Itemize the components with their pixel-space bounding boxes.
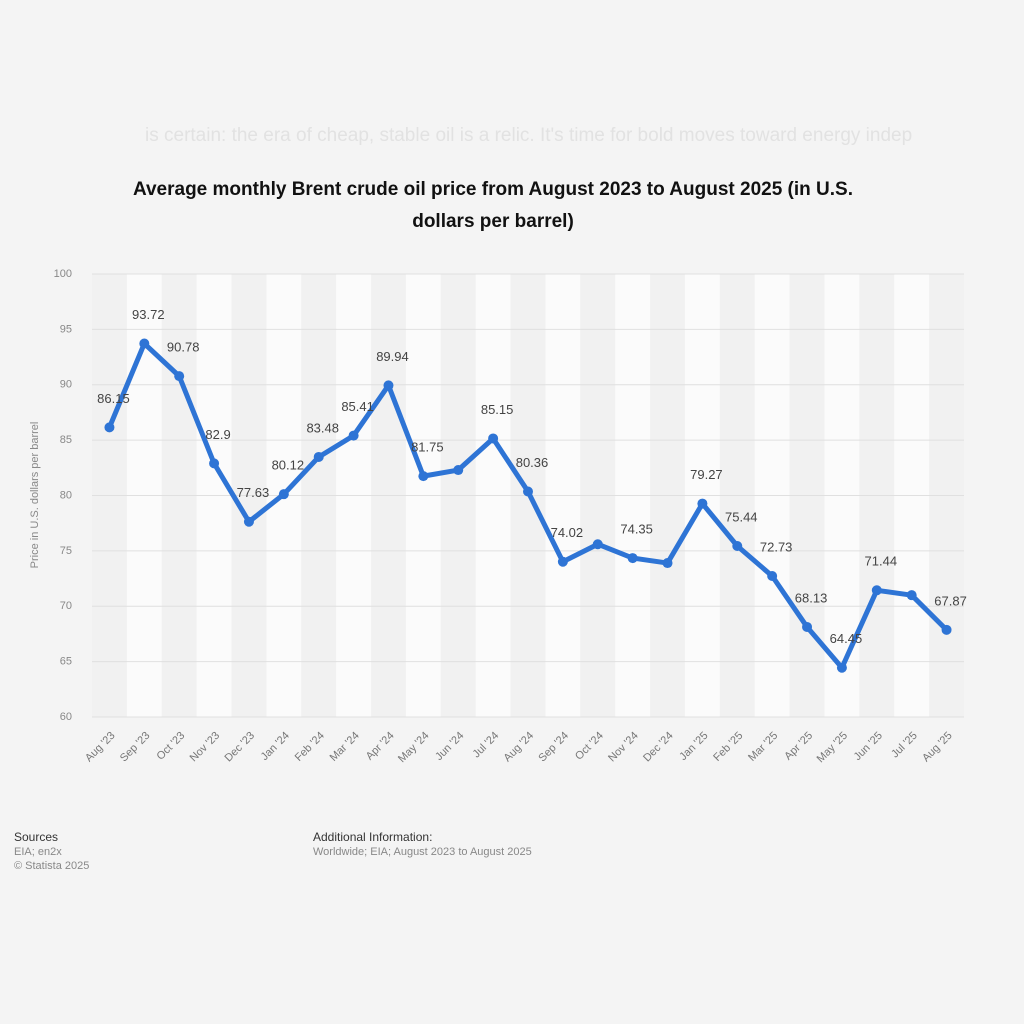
- x-tick-label: Sep '24: [536, 730, 571, 765]
- point: [209, 458, 220, 469]
- x-tick-label: Aug '24: [502, 730, 537, 765]
- data-label: 74.02: [551, 525, 584, 540]
- x-tick-label: May '25: [815, 730, 850, 765]
- copyright: © Statista 2025: [14, 860, 90, 872]
- y-tick-label: 75: [60, 545, 72, 557]
- point: [383, 380, 394, 391]
- x-tick-label: Nov '24: [606, 730, 641, 765]
- point: [313, 451, 324, 462]
- point: [697, 498, 708, 509]
- data-label: 71.44: [865, 554, 898, 569]
- x-tick-label: Apr '24: [364, 730, 397, 763]
- data-label: 85.15: [481, 402, 514, 417]
- info-text: Worldwide; EIA; August 2023 to August 20…: [313, 846, 532, 858]
- x-tick-label: Sep '23: [118, 730, 153, 765]
- x-tick-label: Oct '24: [573, 730, 606, 763]
- x-tick-label: Aug '25: [920, 730, 955, 765]
- data-label: 83.48: [306, 420, 339, 435]
- data-label: 80.36: [516, 455, 549, 470]
- point: [767, 571, 778, 582]
- data-label: 85.41: [341, 399, 374, 414]
- point: [488, 433, 499, 444]
- sources: Sources EIA; en2x © Statista 2025: [14, 830, 89, 873]
- point: [627, 553, 638, 564]
- x-tick-label: Jun '24: [433, 730, 466, 763]
- data-label: 89.94: [376, 349, 409, 364]
- data-label: 77.63: [237, 485, 270, 500]
- data-label: 64.45: [830, 631, 863, 646]
- data-label: 75.44: [725, 509, 758, 524]
- data-label: 93.72: [132, 307, 165, 322]
- x-tick-label: Apr '25: [782, 730, 815, 763]
- x-tick-label: Jan '24: [259, 730, 292, 763]
- data-label: 72.73: [760, 539, 793, 554]
- point: [662, 558, 673, 569]
- point: [278, 489, 289, 500]
- point: [906, 590, 917, 601]
- point: [523, 486, 533, 497]
- point: [348, 430, 359, 441]
- y-axis-label: Price in U.S. dollars per barrel: [29, 422, 41, 569]
- x-tick-label: Nov '23: [188, 730, 223, 765]
- y-tick-label: 100: [54, 268, 72, 280]
- x-tick-label: Aug '23: [83, 730, 118, 765]
- point: [139, 338, 150, 349]
- y-tick-label: 95: [60, 323, 72, 335]
- x-tick-label: Jul '25: [889, 730, 920, 761]
- data-label: 67.87: [934, 593, 967, 608]
- point: [592, 539, 603, 550]
- point: [557, 556, 568, 567]
- overlay-text: is certain: the era of cheap, stable oil…: [145, 125, 912, 146]
- point: [174, 371, 185, 382]
- sources-text: EIA; en2x: [14, 846, 62, 858]
- point: [941, 624, 952, 635]
- x-tick-label: Jun '25: [852, 730, 885, 763]
- y-tick-label: 60: [60, 711, 72, 723]
- data-label: 79.27: [690, 467, 723, 482]
- info-title: Additional Information:: [313, 830, 433, 844]
- y-tick-label: 70: [60, 600, 72, 612]
- data-label: 86.15: [97, 391, 130, 406]
- data-label: 80.12: [272, 458, 305, 473]
- x-tick-label: Mar '25: [746, 730, 780, 764]
- x-tick-label: Dec '23: [223, 730, 258, 765]
- point: [243, 516, 254, 527]
- data-label: 90.78: [167, 340, 200, 355]
- x-tick-label: Oct '23: [154, 730, 187, 763]
- x-tick-label: Jan '25: [677, 730, 710, 763]
- data-label: 68.13: [795, 590, 828, 605]
- additional-info: Additional Information: Worldwide; EIA; …: [313, 830, 532, 859]
- x-tick-label: Dec '24: [641, 730, 676, 765]
- y-tick-label: 80: [60, 489, 72, 501]
- x-tick-label: Jul '24: [471, 730, 502, 761]
- point: [418, 471, 429, 482]
- y-tick-label: 90: [60, 379, 72, 391]
- point: [871, 585, 882, 596]
- point: [453, 465, 464, 476]
- point: [802, 621, 813, 632]
- y-tick-label: 65: [60, 656, 72, 668]
- point: [836, 662, 847, 673]
- point: [104, 422, 115, 433]
- x-tick-label: Feb '25: [711, 730, 745, 764]
- point: [732, 541, 743, 552]
- data-label: 82.9: [205, 427, 230, 442]
- data-label: 81.75: [411, 440, 444, 455]
- x-tick-label: Mar '24: [328, 730, 362, 764]
- x-tick-label: May '24: [396, 730, 431, 765]
- sources-title: Sources: [14, 830, 59, 844]
- x-tick-label: Feb '24: [293, 730, 327, 764]
- y-tick-label: 85: [60, 434, 72, 446]
- chart-title: Average monthly Brent crude oil price fr…: [133, 179, 853, 232]
- data-label: 74.35: [620, 522, 653, 537]
